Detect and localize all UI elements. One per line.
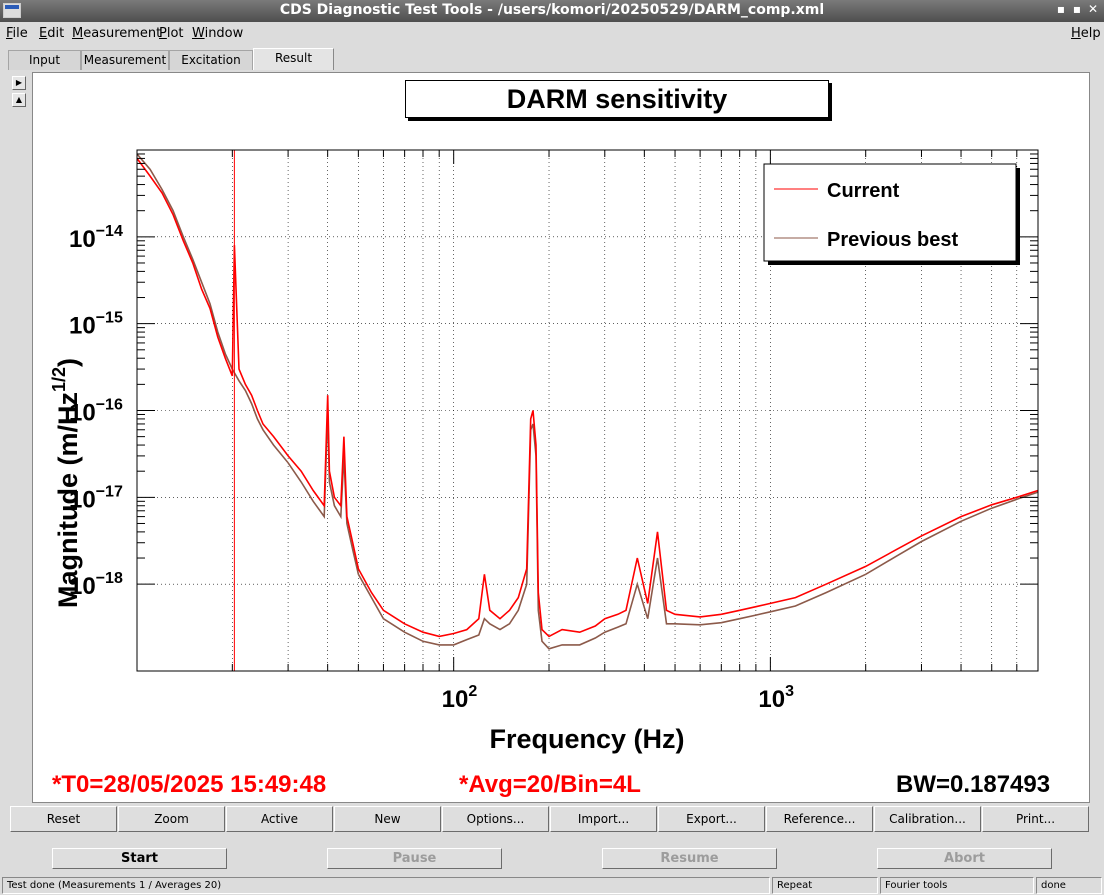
legend-label-current: Current [827, 180, 900, 202]
title-bar: CDS Diagnostic Test Tools - /users/komor… [0, 0, 1104, 22]
avg-label: *Avg=20/Bin=4L [459, 771, 641, 798]
scroll-up-icon[interactable]: ▲ [12, 93, 26, 107]
menu-bar: File Edit Measurement Plot Window Help [0, 23, 1104, 45]
y-tick-label-exp: −15 [96, 310, 123, 327]
status-tool: Fourier tools [880, 877, 1034, 894]
minimize-icon[interactable]: ▪ [1056, 2, 1066, 16]
y-tick-label-exp: −17 [96, 483, 123, 500]
window-menu-icon[interactable] [3, 3, 21, 18]
menu-file-mnemonic: F [6, 26, 13, 41]
menu-plot-mnemonic: P [159, 26, 167, 41]
plot-canvas[interactable]: DARM sensitivity 102 103 10−14 10−15 10−16 10… [32, 72, 1090, 803]
t0-label: *T0=28/05/2025 15:49:48 [52, 771, 327, 798]
status-mode: Repeat [772, 877, 878, 894]
menu-measurement-label: easurement [83, 26, 162, 41]
y-axis-label: Magnitude (m/Hz1/2) [49, 358, 83, 608]
series-line-previous-best [136, 153, 1039, 650]
y-tick-label-exp: −14 [96, 223, 123, 240]
svg-text:Magnitude (m/Hz1/2): Magnitude (m/Hz1/2) [49, 358, 83, 608]
y-tick-label: 10−15 [69, 310, 123, 340]
y-tick-label-exp: −18 [96, 570, 123, 587]
new-button[interactable]: New [334, 806, 441, 832]
status-message: Test done (Measurements 1 / Averages 20) [2, 877, 770, 894]
menu-measurement[interactable]: Measurement [72, 26, 161, 41]
print-button[interactable]: Print... [982, 806, 1089, 832]
menu-plot[interactable]: Plot [159, 26, 184, 41]
plot-title: DARM sensitivity [405, 80, 829, 118]
bw-label: BW=0.187493 [896, 771, 1051, 798]
menu-edit[interactable]: Edit [39, 26, 64, 41]
series-line-current [136, 157, 1039, 638]
legend: Current Previous best [763, 163, 1020, 265]
menu-plot-label: lot [166, 26, 184, 41]
status-state: done [1036, 877, 1102, 894]
resume-button[interactable]: Resume [602, 848, 777, 869]
legend-label-previous: Previous best [827, 229, 959, 251]
window-title: CDS Diagnostic Test Tools - /users/komor… [279, 2, 825, 18]
menu-window-mnemonic: W [192, 26, 205, 41]
reset-button[interactable]: Reset [10, 806, 117, 832]
close-icon[interactable]: ✕ [1087, 2, 1099, 16]
x-axis-label: Frequency (Hz) [489, 724, 684, 754]
menu-help-mnemonic: H [1071, 26, 1081, 41]
menu-help-label: elp [1080, 26, 1101, 41]
pause-button[interactable]: Pause [327, 848, 502, 869]
x-tick-label-exp: 3 [785, 683, 794, 700]
menu-file[interactable]: File [6, 26, 28, 41]
menu-window-label: indow [204, 26, 244, 41]
action-bar: Reset Zoom Active New Options... Import.… [10, 806, 1092, 832]
tab-excitation[interactable]: Excitation [169, 50, 253, 70]
x-tick-label: 103 [758, 683, 794, 713]
y-axis-label-sup: 1/2 [49, 367, 69, 392]
y-tick-label: 10−14 [69, 223, 123, 253]
menu-help[interactable]: Help [1071, 26, 1101, 41]
x-tick-label: 102 [442, 683, 478, 713]
tab-input[interactable]: Input [8, 50, 81, 70]
y-axis-label-text: Magnitude (m/Hz [53, 392, 83, 608]
maximize-icon[interactable]: ▪ [1072, 2, 1082, 16]
tab-result[interactable]: Result [253, 48, 334, 70]
x-tick-label-exp: 2 [468, 683, 477, 700]
tab-measurement[interactable]: Measurement [81, 50, 169, 70]
tab-bar: Input Measurement Excitation Result [0, 48, 1104, 70]
menu-window[interactable]: Window [192, 26, 243, 41]
chart-grid [137, 150, 1038, 671]
status-bar: Test done (Measurements 1 / Averages 20)… [0, 876, 1104, 895]
calibration-button[interactable]: Calibration... [874, 806, 981, 832]
active-button[interactable]: Active [226, 806, 333, 832]
start-button[interactable]: Start [52, 848, 227, 869]
menu-file-label: ile [12, 26, 28, 41]
y-axis-label-close: ) [53, 358, 83, 367]
options-button[interactable]: Options... [442, 806, 549, 832]
scroll-right-icon[interactable]: ▶ [12, 76, 26, 90]
zoom-button[interactable]: Zoom [118, 806, 225, 832]
y-tick-label-exp: −16 [96, 397, 123, 414]
chart-curves [136, 150, 1039, 671]
abort-button[interactable]: Abort [877, 848, 1052, 869]
menu-edit-mnemonic: E [39, 26, 48, 41]
export-button[interactable]: Export... [658, 806, 765, 832]
reference-button[interactable]: Reference... [766, 806, 873, 832]
import-button[interactable]: Import... [550, 806, 657, 832]
menu-edit-label: dit [47, 26, 65, 41]
menu-measurement-mnemonic: M [72, 26, 84, 41]
